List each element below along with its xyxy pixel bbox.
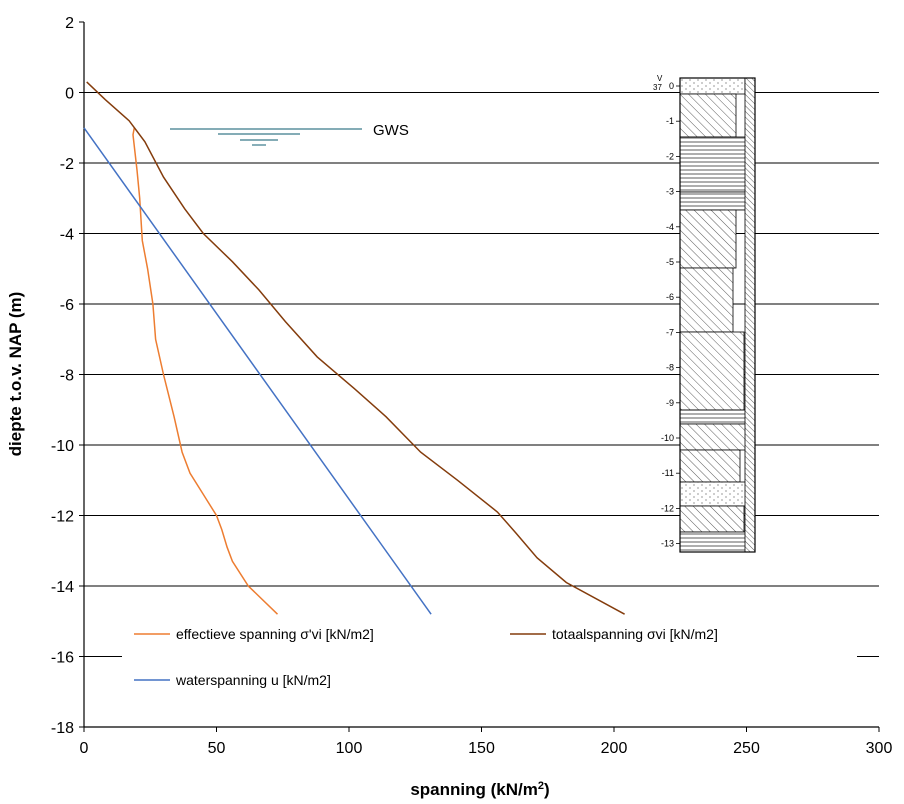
legend-background <box>122 620 857 692</box>
boring-log-right-strip <box>744 77 756 553</box>
legend-label-water: waterspanning u [kN/m2] <box>175 672 331 688</box>
y-axis-title: diepte t.o.v. NAP (m) <box>6 292 25 457</box>
y-tick-label: 0 <box>65 86 74 103</box>
y-tick-label: -6 <box>60 297 74 314</box>
boring-log-depth-label: -7 <box>666 327 674 337</box>
boring-log-depth-label: 0 <box>669 81 674 91</box>
x-axis-title-end: ) <box>544 780 550 799</box>
y-tick-label: -12 <box>51 509 74 526</box>
x-tick-label: 150 <box>468 740 495 757</box>
x-axis-title-main: spanning (kN/m <box>410 780 538 799</box>
legend-label-total: totaalspanning σvi [kN/m2] <box>552 626 718 642</box>
soil-layer-8 <box>679 409 756 425</box>
legend: effectieve spanning σ'vi [kN/m2] totaals… <box>122 620 857 692</box>
boring-log-depth-label: -6 <box>666 292 674 302</box>
boring-log-depth-labels: 0 -1 -2 -3 -4 -5 -6 -7 -8 -9 -10 -11 -12 -13 <box>661 81 680 549</box>
boring-log-depth-label: -8 <box>666 363 674 373</box>
boring-log-depth-label: -11 <box>662 468 674 478</box>
x-tick-label: 100 <box>336 740 363 757</box>
y-tick-label: 2 <box>65 15 74 32</box>
x-tick-label: 300 <box>866 740 893 757</box>
y-tick-label: -4 <box>60 227 74 244</box>
soil-layer-12 <box>679 505 745 533</box>
soil-layer-6 <box>679 267 734 333</box>
soil-layer-4 <box>679 191 756 211</box>
x-tick-label: 250 <box>733 740 760 757</box>
soil-layer-10 <box>679 449 741 483</box>
boring-log-depth-label: -5 <box>666 257 674 267</box>
boring-log-depth-label: -12 <box>661 503 674 513</box>
soil-layer-11 <box>679 481 749 507</box>
y-tick-label: -14 <box>51 579 74 596</box>
x-axis-title: spanning (kN/m2) <box>410 780 549 799</box>
soil-layer-5 <box>679 209 737 269</box>
boring-log-depth-label: -3 <box>666 187 674 197</box>
y-tick-label: -18 <box>51 720 74 737</box>
y-tick-label: -16 <box>51 650 74 667</box>
soil-layer-3 <box>679 136 756 193</box>
soil-layer-2 <box>679 93 737 138</box>
tick-labels: 20-2-4-6-8-10-12-14-16-180 50 100 150 200 250… <box>51 15 893 757</box>
boring-log-depth-label: -4 <box>666 222 674 232</box>
boring-log-depth-label: -2 <box>666 151 674 161</box>
axes <box>79 21 880 732</box>
y-tick-label: -2 <box>60 156 74 173</box>
x-tick-label: 0 <box>80 740 89 757</box>
series-line-2 <box>83 127 432 615</box>
soil-layer-1 <box>679 77 746 95</box>
series-lines <box>83 81 625 615</box>
x-tick-label: 50 <box>208 740 226 757</box>
boring-log-depth-label: -9 <box>666 398 674 408</box>
boring-log-depth-label: -10 <box>661 433 674 443</box>
boring-log-top-value: 37 <box>653 83 662 92</box>
series-line-1 <box>86 81 625 615</box>
boring-log-depth-label: -13 <box>661 539 674 549</box>
y-tick-label: -8 <box>60 368 74 385</box>
x-axis-title-superscript: 2 <box>538 780 544 792</box>
gws-label: GWS <box>373 122 409 139</box>
legend-label-effective: effectieve spanning σ'vi [kN/m2] <box>176 626 374 642</box>
soil-layer-7 <box>679 331 745 411</box>
series-line-0 <box>132 127 279 615</box>
soil-layer-13 <box>679 531 756 553</box>
boring-log-frame <box>679 77 756 553</box>
x-tick-label: 200 <box>601 740 628 757</box>
boring-log-top-label: V <box>657 74 663 83</box>
boring-log: V 37 0 -1 -2 -3 -4 -5 -6 -7 -8 -9 -10 -11 -12 -13 <box>653 74 756 553</box>
soil-layer-9 <box>679 423 749 451</box>
gws-marker: GWS <box>170 122 409 146</box>
y-tick-label: -10 <box>51 438 74 455</box>
boring-log-depth-label: -1 <box>666 116 674 126</box>
